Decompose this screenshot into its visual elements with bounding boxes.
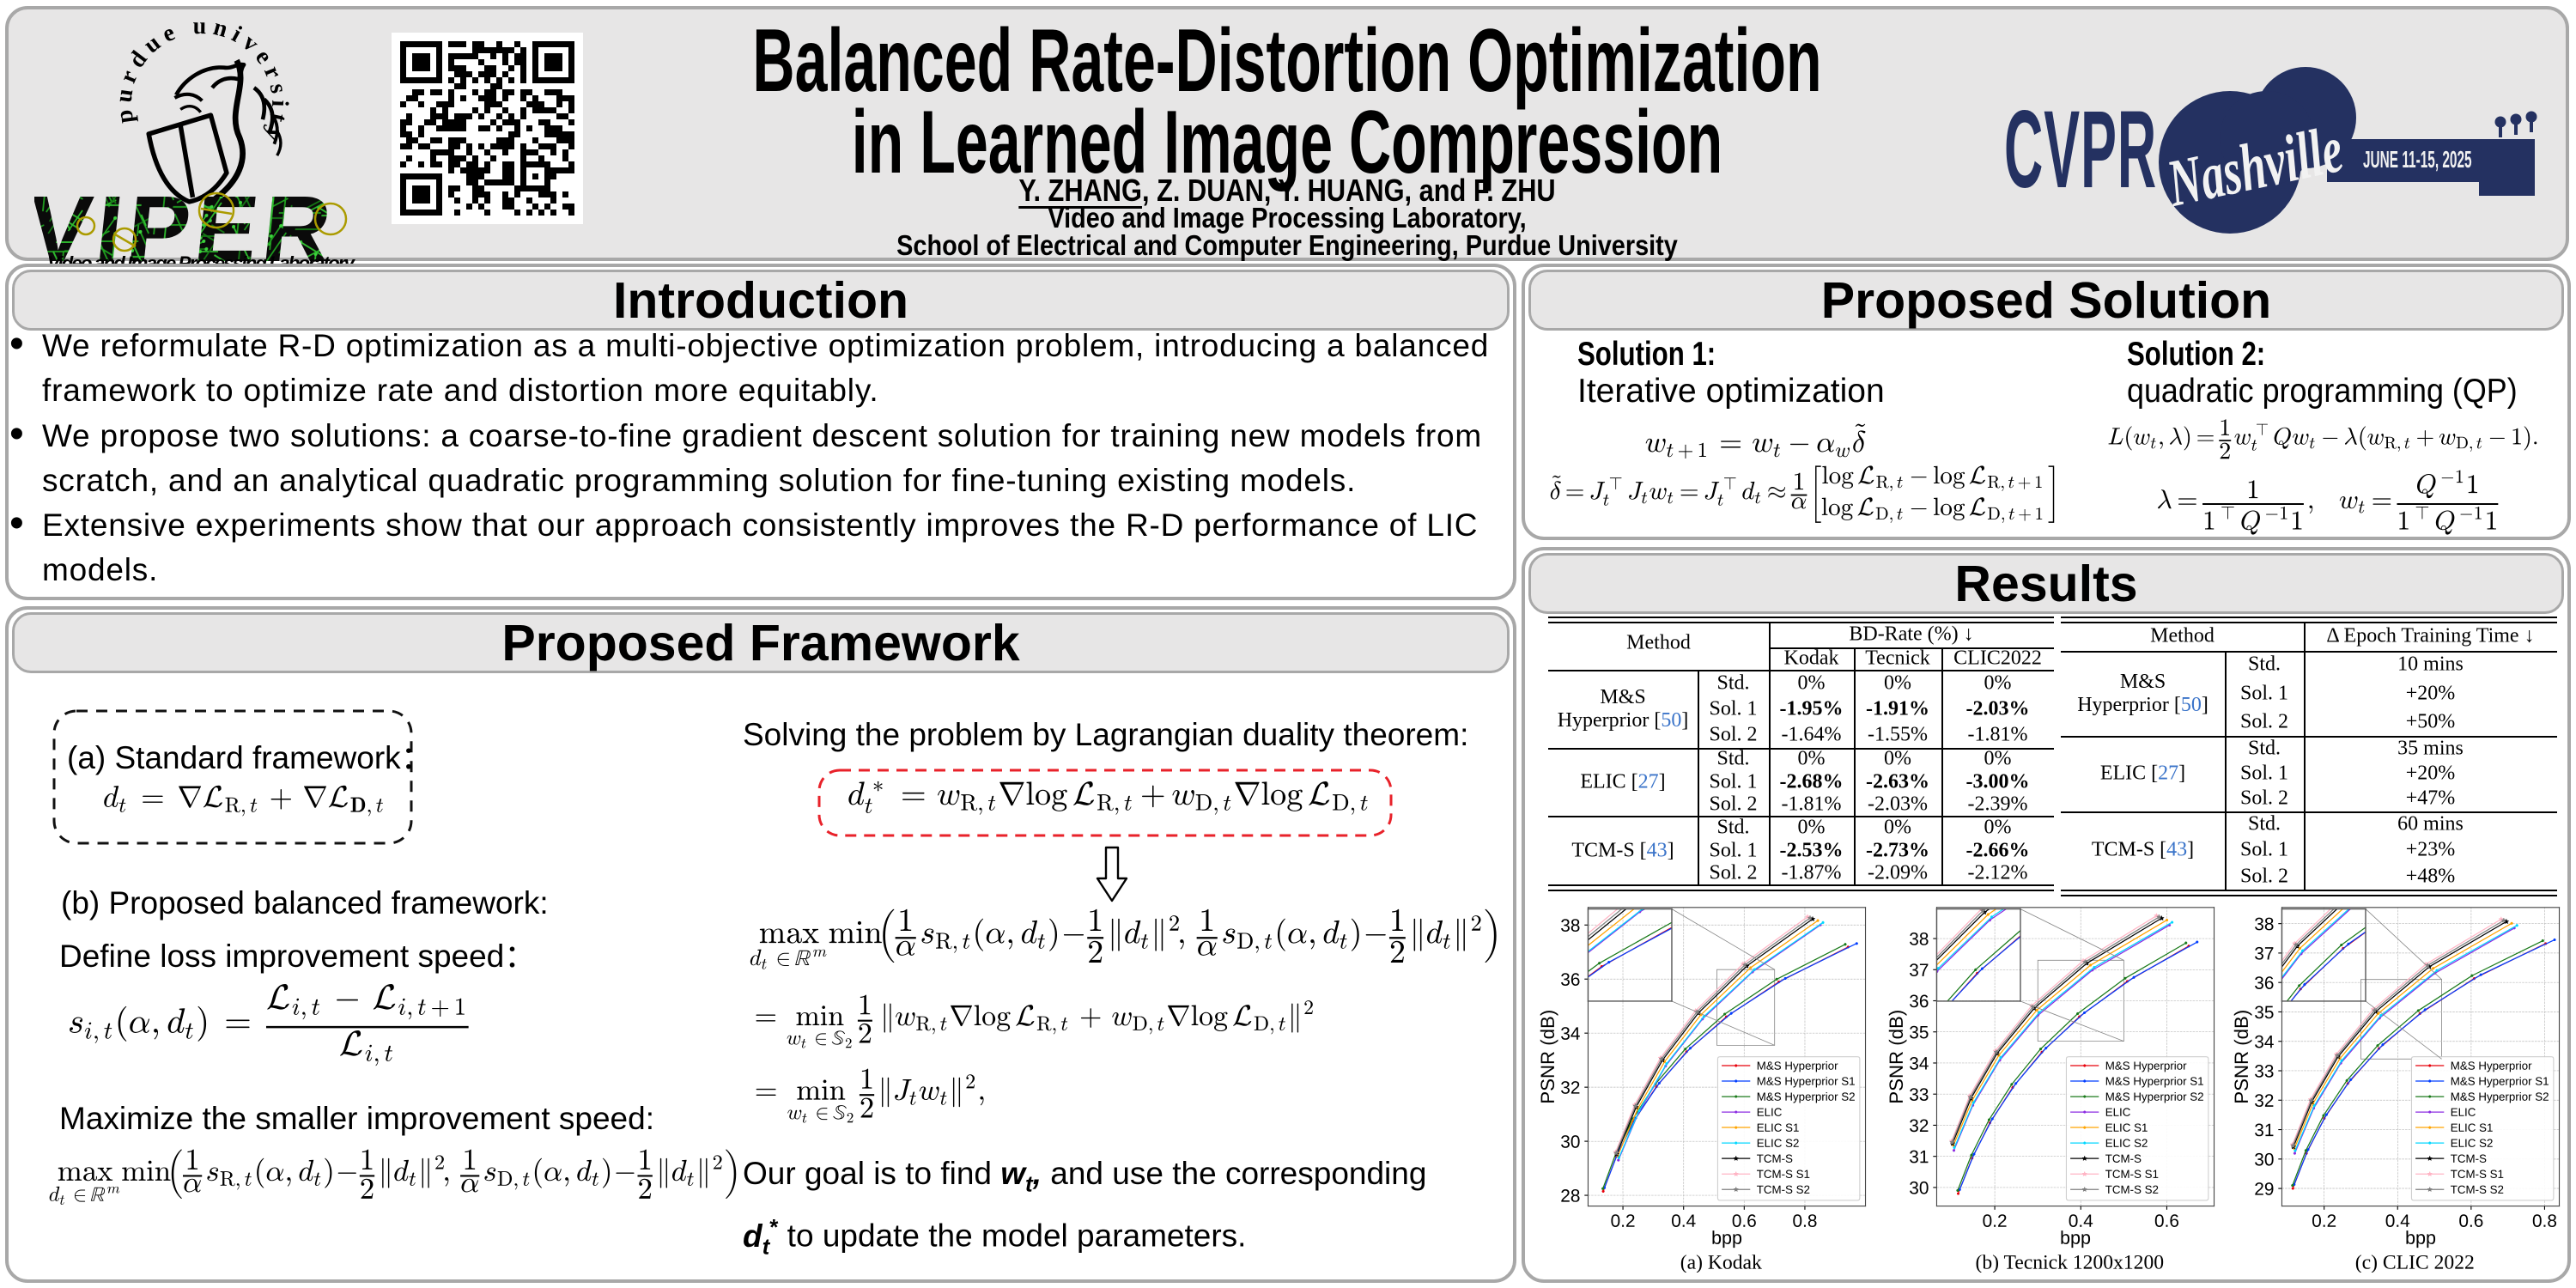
svg-text:JUNE 11-15, 2025: JUNE 11-15, 2025 [2363, 146, 2472, 173]
svg-text:CVPR: CVPR [2004, 89, 2157, 211]
svg-text:purdue university: purdue university [110, 15, 293, 150]
